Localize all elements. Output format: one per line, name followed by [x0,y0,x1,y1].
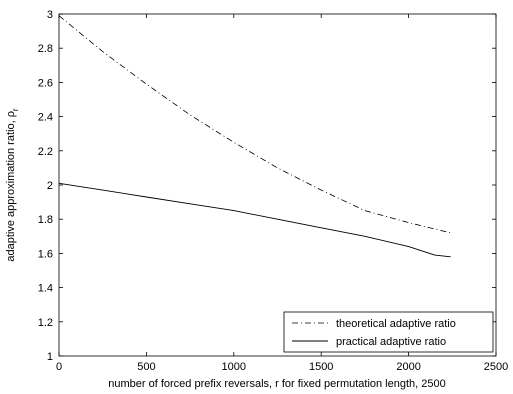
y-tick-label: 1.4 [38,283,53,295]
x-tick-label: 1000 [222,361,246,373]
y-tick-label: 2.2 [38,146,53,158]
x-axis-label: number of forced prefix reversals, r for… [108,378,446,390]
x-tick-label: 2000 [396,361,420,373]
y-tick-label: 1 [47,351,53,363]
plot-area-frame [58,13,497,357]
y-axis-label-main: adaptive approximation ratio, ρ [5,111,17,262]
y-tick-label: 1.2 [38,317,53,329]
x-tick-label: 1500 [309,361,333,373]
y-tick-label: 2.6 [38,77,53,89]
series-layer [58,15,451,258]
y-axis-label-subscript: r [11,108,20,111]
series-theoretical-line [58,15,451,234]
y-tick-label: 3 [47,9,53,21]
x-tick-label: 2500 [484,361,508,373]
x-tick-label: 500 [137,361,155,373]
legend-label-theoretical: theoretical adaptive ratio [336,318,456,330]
legend-box [283,311,494,353]
x-tick-label: 0 [56,361,62,373]
y-tick-label: 1.6 [38,248,53,260]
legend: theoretical adaptive ratio practical ada… [283,311,494,353]
legend-label-practical: practical adaptive ratio [336,336,446,348]
y-tick-label: 2.8 [38,43,53,55]
axis-ticks: 0 500 1000 1500 2000 2500 1 1.2 1.4 1.6 1.8 2 2.2 2.4… [38,9,509,373]
series-practical-line [58,182,451,258]
y-tick-label: 1.8 [38,214,53,226]
y-tick-label: 2.4 [38,112,53,124]
y-tick-label: 2 [47,180,53,192]
y-axis-label: adaptive approximation ratio, ρr [5,108,20,262]
